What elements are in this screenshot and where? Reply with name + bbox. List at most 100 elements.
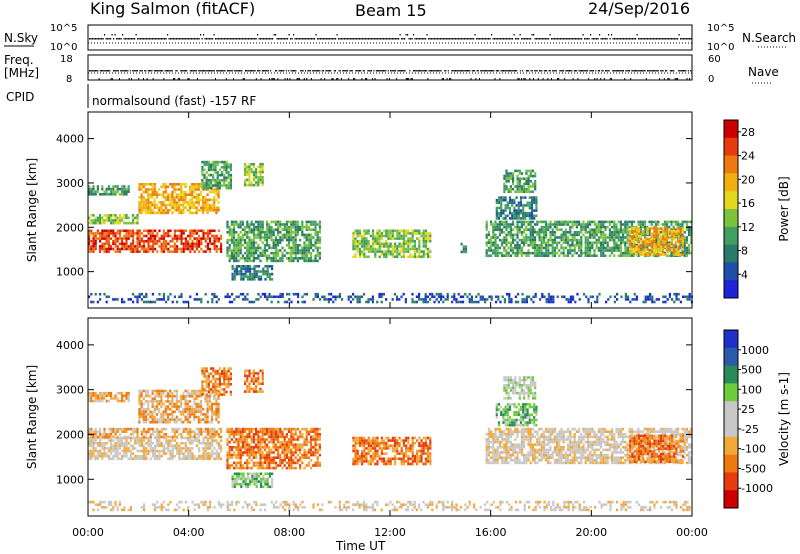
echo-cell [402, 229, 405, 233]
echo-cell [129, 221, 132, 225]
freq-point [341, 78, 342, 80]
echo-cell [400, 242, 403, 246]
freq-point [620, 70, 622, 72]
echo-cell [107, 234, 110, 238]
echo-cell [663, 225, 666, 229]
echo-cell [127, 441, 130, 445]
echo-cell [378, 245, 381, 248]
echo-cell [188, 201, 192, 204]
echo-cell [184, 183, 187, 186]
echo-cell [200, 242, 203, 246]
echo-cell [96, 185, 99, 188]
echo-cell [523, 244, 526, 247]
echo-cell [635, 253, 638, 256]
nsky-point [386, 38, 388, 40]
nsky-point [512, 38, 514, 40]
y-tick-label: 2000 [56, 221, 84, 234]
echo-cell [274, 220, 277, 224]
echo-cell [240, 278, 243, 281]
echo-cell [246, 298, 249, 301]
echo-cell [195, 232, 198, 235]
echo-cell [195, 198, 198, 202]
echo-cell [105, 452, 108, 455]
freq-point [609, 78, 611, 80]
echo-cell [184, 242, 187, 246]
nsky-point [431, 38, 433, 40]
freq-point [392, 70, 394, 72]
echo-cell [158, 245, 161, 248]
echo-cell [685, 251, 688, 255]
echo-cell [666, 298, 669, 301]
echo-cell [88, 187, 91, 191]
freq-point [419, 70, 420, 72]
echo-cell [564, 241, 567, 244]
echo-cell [149, 449, 152, 453]
freq-point [451, 70, 453, 72]
echo-cell [688, 295, 691, 299]
echo-cell [215, 295, 218, 299]
echo-cell [118, 441, 121, 445]
echo-cell [294, 292, 297, 296]
freq-point [450, 78, 452, 80]
freq-point [537, 78, 539, 80]
freq-point [653, 70, 654, 72]
freq-point [113, 70, 114, 72]
echo-cell [202, 188, 205, 191]
freq-point [435, 70, 437, 72]
echo-cell [94, 234, 97, 238]
echo-cell [427, 234, 430, 238]
echo-cell [118, 250, 121, 253]
echo-cell [567, 249, 570, 252]
echo-cell [195, 185, 198, 189]
echo-cell [193, 298, 196, 301]
echo-cell [123, 452, 126, 455]
echo-cell [173, 245, 176, 248]
freq-point [635, 70, 636, 72]
echo-cell [261, 163, 264, 166]
echo-cell [503, 223, 506, 226]
nsky-point [203, 34, 205, 36]
freq-point [95, 70, 96, 72]
echo-cell [112, 214, 115, 217]
echo-cell [105, 300, 108, 304]
freq-point [505, 70, 507, 72]
echo-cell [147, 206, 150, 209]
echo-cell [525, 236, 528, 239]
nsky-point [351, 38, 353, 40]
echo-cell [398, 242, 401, 246]
echo-cell [132, 444, 135, 448]
echo-cell [292, 292, 295, 296]
echo-cell [597, 238, 600, 242]
freq-point [301, 70, 303, 72]
echo-cell [536, 254, 539, 257]
echo-cell [515, 211, 518, 215]
echo-cell [602, 254, 605, 257]
nsky-point [303, 38, 305, 40]
freq-point [116, 70, 118, 72]
echo-cell [580, 246, 583, 250]
freq-point [254, 70, 256, 72]
echo-cell [206, 201, 209, 204]
echo-cell [644, 220, 647, 224]
freq-point [102, 70, 104, 72]
echo-cell [529, 238, 532, 242]
echo-cell [303, 251, 306, 255]
echo-cell [145, 436, 148, 440]
freq-point [288, 70, 290, 72]
echo-cell [422, 250, 425, 253]
echo-cell [615, 249, 618, 252]
echo-cell [188, 211, 192, 215]
echo-cell [564, 220, 567, 224]
echo-cell [627, 295, 630, 299]
echo-cell [550, 295, 553, 299]
nsky-point [252, 38, 254, 40]
echo-cell [101, 187, 104, 191]
echo-cell [624, 228, 627, 231]
echo-cell [363, 239, 366, 243]
echo-cell [619, 246, 622, 250]
echo-cell [125, 232, 128, 235]
echo-cell [433, 295, 436, 299]
freq-point [623, 70, 624, 72]
echo-cell [125, 214, 128, 217]
echo-cell [193, 232, 196, 235]
